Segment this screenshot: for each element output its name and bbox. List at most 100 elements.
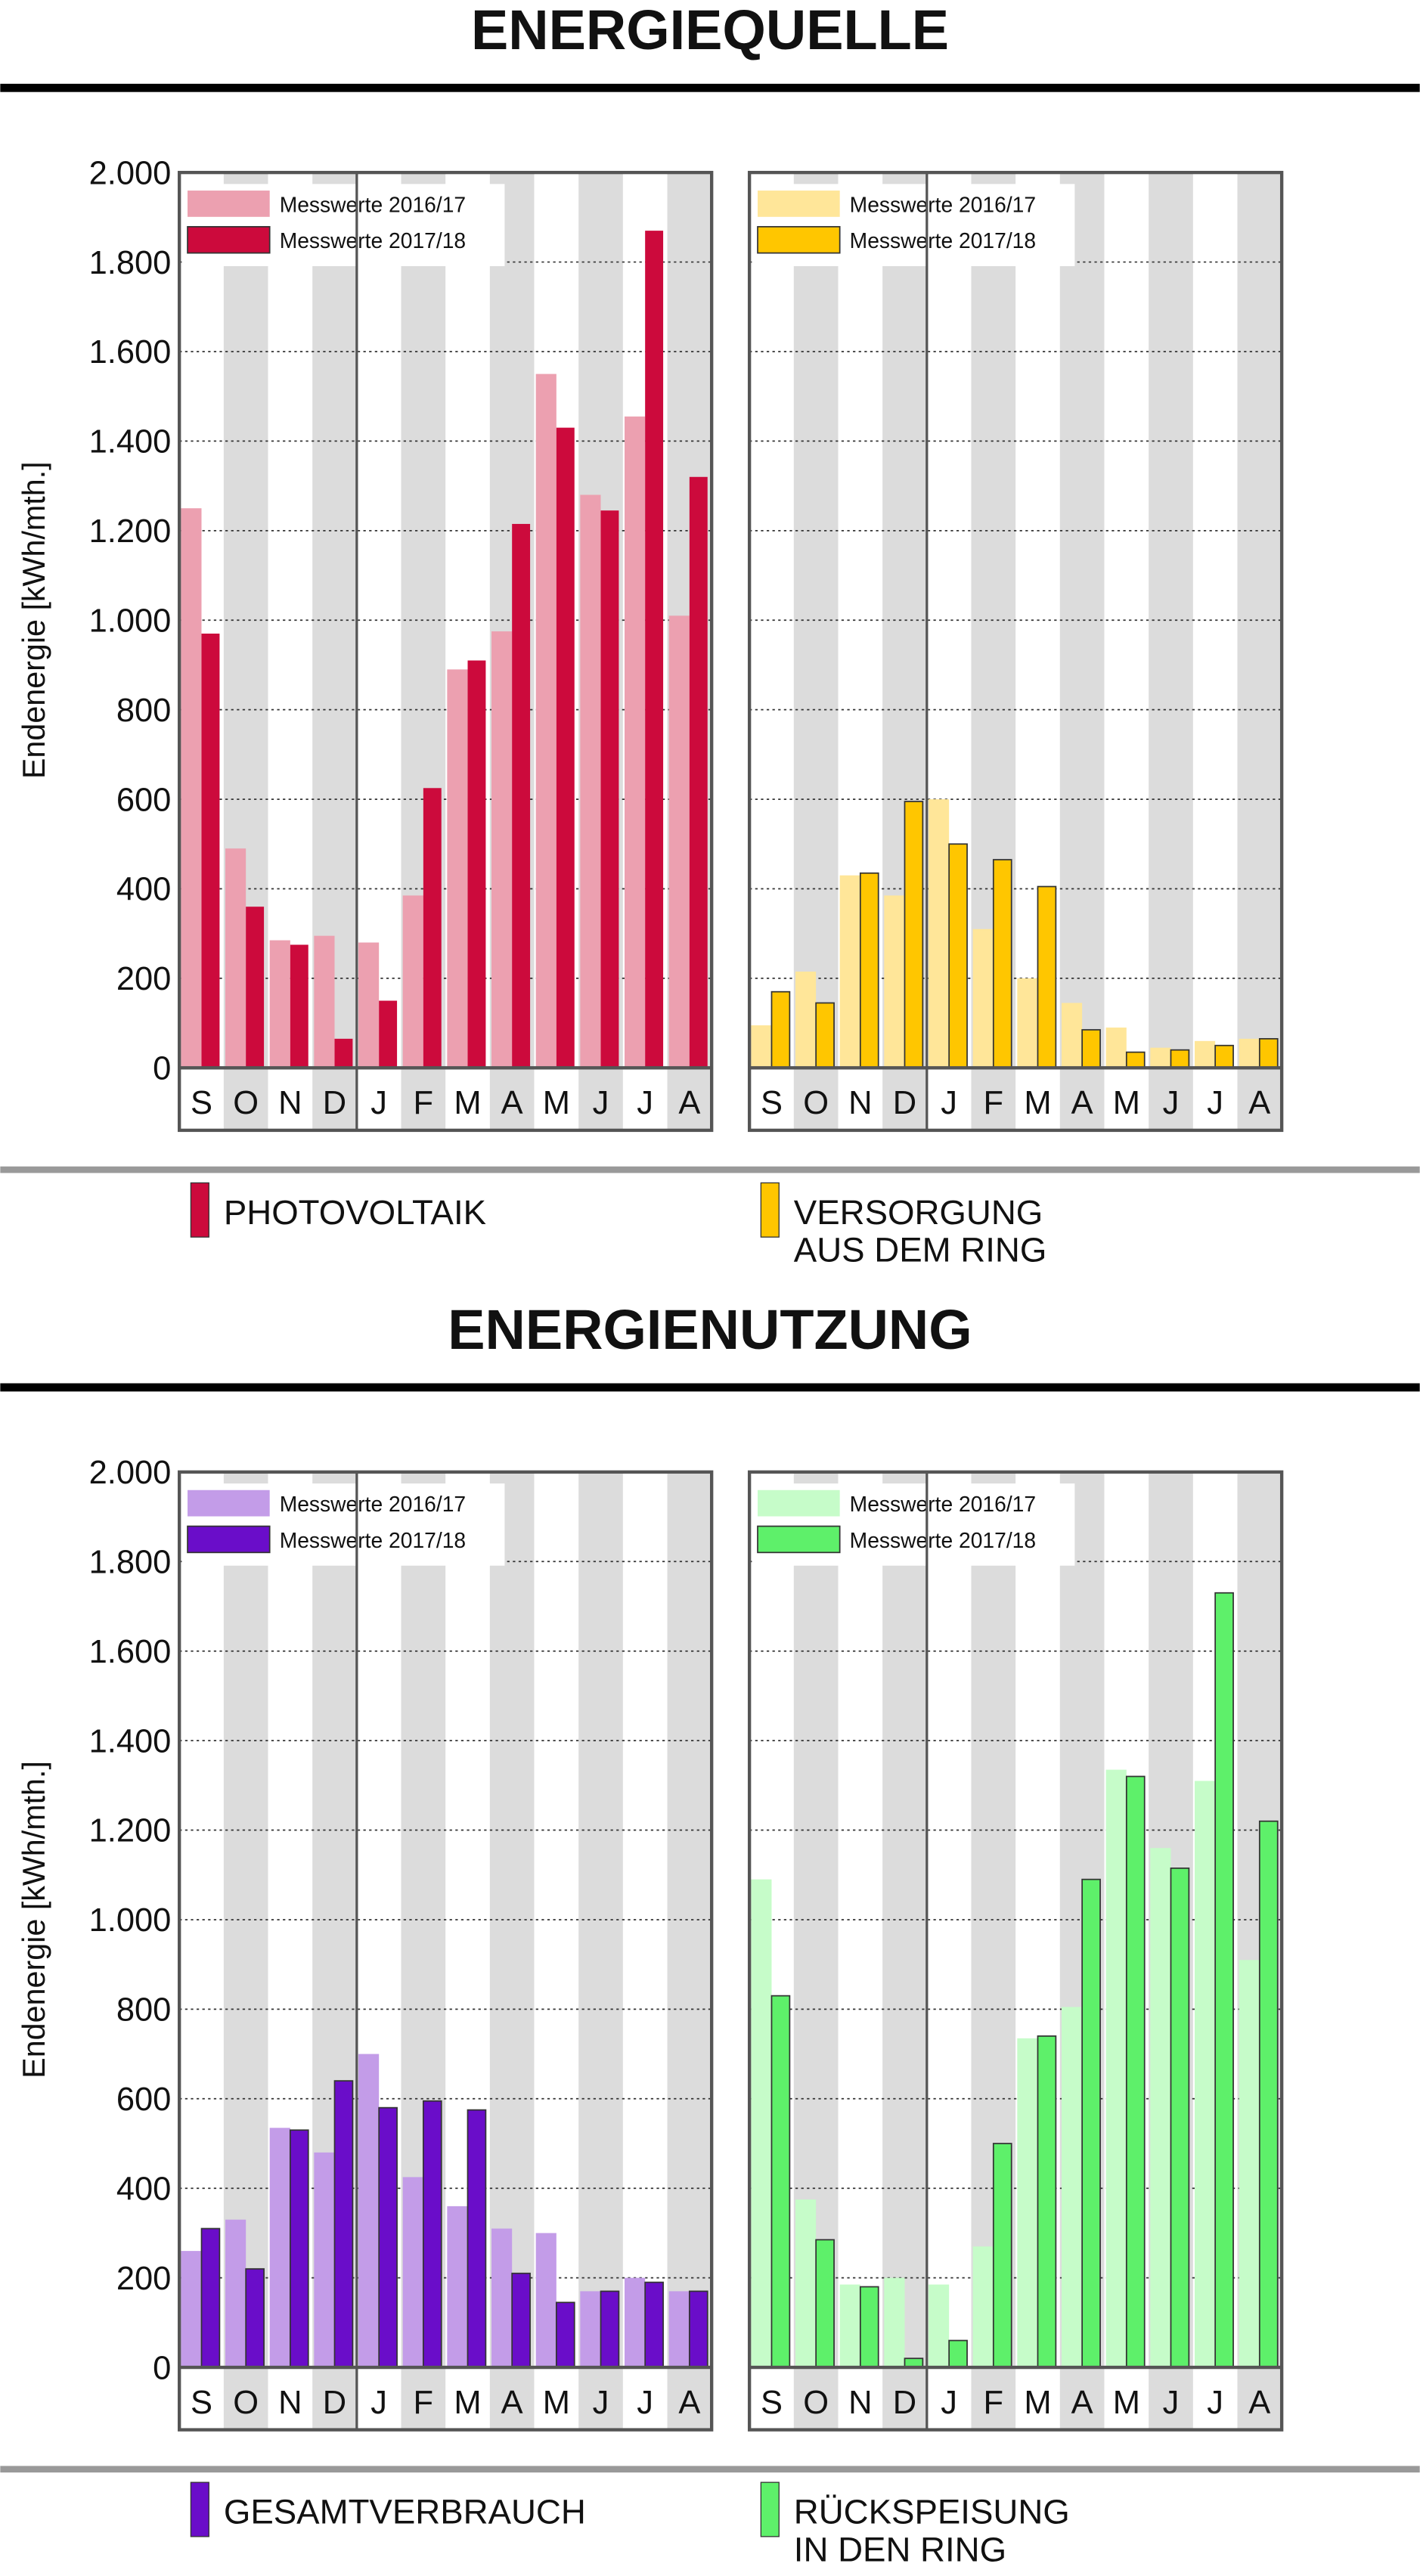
y-tick-label: 800 xyxy=(116,1992,171,2029)
x-tick-label: J xyxy=(941,2385,957,2421)
bar xyxy=(181,2251,202,2368)
bar xyxy=(379,1000,398,1068)
y-tick-label: 1.600 xyxy=(89,1634,172,1670)
bar xyxy=(751,1025,772,1068)
x-tick-label: S xyxy=(191,1085,212,1121)
x-tick-label: A xyxy=(501,1085,523,1121)
x-tick-label: N xyxy=(848,1085,872,1121)
band xyxy=(1237,172,1282,1130)
x-tick-label: J xyxy=(1163,2385,1180,2421)
bar xyxy=(467,2109,487,2368)
footer-rule xyxy=(0,2466,1420,2473)
section-title: ENERGIENUTZUNG xyxy=(448,1298,972,1361)
bar xyxy=(1150,1047,1171,1068)
bar xyxy=(1170,1049,1190,1069)
y-tick-label: 1.400 xyxy=(89,1723,172,1759)
bar xyxy=(668,2291,690,2368)
legend-label: Messwerte 2017/18 xyxy=(850,1528,1036,1552)
x-tick-label: N xyxy=(278,1085,302,1121)
chart-title: RÜCKSPEISUNG xyxy=(794,2492,1070,2531)
bar xyxy=(402,895,423,1068)
bar xyxy=(948,2339,968,2368)
bar xyxy=(358,2054,380,2368)
y-tick-label: 1.400 xyxy=(89,424,172,460)
x-tick-label: D xyxy=(893,1085,916,1121)
band xyxy=(1059,172,1105,1130)
band xyxy=(882,1471,927,2430)
x-tick-label: N xyxy=(848,2385,872,2421)
y-tick-label: 1.000 xyxy=(89,1902,172,1939)
x-tick-label: F xyxy=(984,2385,1004,2421)
bar xyxy=(1170,1867,1190,2368)
bar xyxy=(972,928,994,1068)
bar xyxy=(904,801,924,1069)
legend-label: Messwerte 2017/18 xyxy=(850,228,1036,253)
x-tick-label: A xyxy=(1248,1085,1270,1121)
legend-label: Messwerte 2016/17 xyxy=(280,1492,466,1516)
bar xyxy=(1037,2035,1057,2368)
band xyxy=(793,172,839,1130)
bar xyxy=(580,2291,601,2368)
x-tick-label: S xyxy=(761,1085,783,1121)
legend-swatch xyxy=(187,225,271,254)
x-tick-label: M xyxy=(543,1085,570,1121)
y-tick-label: 400 xyxy=(116,2171,171,2207)
y-tick-label: 600 xyxy=(116,2082,171,2118)
bar xyxy=(884,2277,905,2368)
x-tick-label: O xyxy=(233,1085,259,1121)
x-tick-label: O xyxy=(803,2385,829,2421)
bar xyxy=(1258,1037,1279,1069)
bar xyxy=(289,2129,309,2368)
bar xyxy=(447,2206,468,2368)
bar xyxy=(535,2233,557,2368)
bar xyxy=(1037,885,1057,1069)
x-tick-label: N xyxy=(278,2385,302,2421)
bar xyxy=(535,374,557,1068)
y-tick-label: 0 xyxy=(153,1051,171,1087)
chart-title: AUS DEM RING xyxy=(794,1231,1047,1269)
bar xyxy=(992,2143,1012,2368)
bar xyxy=(625,2277,646,2368)
bar xyxy=(225,848,246,1068)
x-tick-label: D xyxy=(323,2385,346,2421)
legend-swatch xyxy=(758,1489,840,1517)
bar xyxy=(447,669,468,1068)
bar xyxy=(269,940,290,1068)
bar xyxy=(1061,2007,1083,2368)
x-tick-label: A xyxy=(678,1085,700,1121)
plot-frame xyxy=(178,1470,714,2432)
bar xyxy=(334,1038,353,1068)
x-tick-label: M xyxy=(543,2385,570,2421)
footer-swatch xyxy=(760,1182,780,1238)
x-tick-label: A xyxy=(1248,2385,1270,2421)
y-axis-label: Endenergie [kWh/mth.] xyxy=(17,1761,51,2078)
x-tick-label: J xyxy=(371,1085,387,1121)
bar xyxy=(689,476,708,1068)
plot-frame xyxy=(178,170,714,1133)
y-tick-label: 1.200 xyxy=(89,1813,172,1849)
y-tick-label: 2.000 xyxy=(89,155,172,191)
bar xyxy=(884,895,905,1068)
footer-swatch xyxy=(190,1182,209,1238)
bar xyxy=(645,231,664,1068)
bar xyxy=(795,972,817,1068)
bar xyxy=(245,2268,265,2368)
bar xyxy=(269,2128,290,2368)
x-tick-label: A xyxy=(1071,2385,1093,2421)
x-tick-label: A xyxy=(678,2385,700,2421)
x-tick-label: F xyxy=(414,1085,434,1121)
bar xyxy=(181,508,202,1068)
band xyxy=(1149,172,1193,1130)
legend-swatch xyxy=(757,225,841,254)
x-tick-label: J xyxy=(1163,1085,1180,1121)
bar xyxy=(358,942,380,1068)
legend-label: Messwerte 2017/18 xyxy=(280,228,466,253)
bar xyxy=(512,523,531,1068)
x-tick-label: J xyxy=(1207,1085,1223,1121)
y-tick-label: 1.800 xyxy=(89,245,172,281)
chart-title: GESAMTVERBRAUCH xyxy=(224,2492,586,2531)
bar xyxy=(972,2246,994,2368)
legend-swatch xyxy=(188,1489,270,1517)
